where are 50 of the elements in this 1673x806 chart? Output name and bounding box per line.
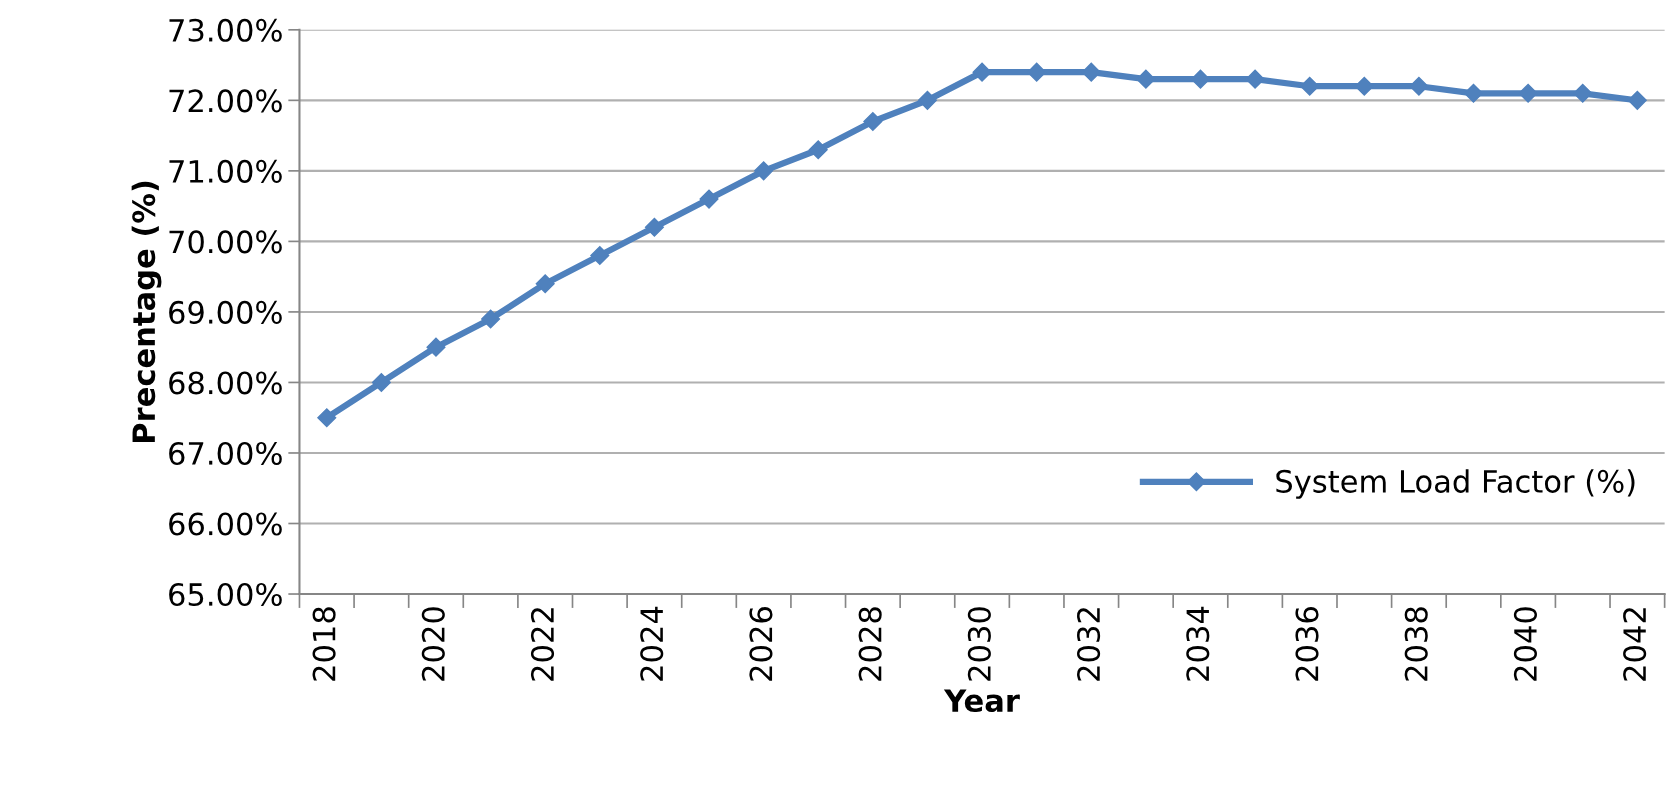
x-axis-title: Year [943, 689, 1020, 713]
x-tick-label: 2030 [967, 607, 991, 681]
x-tick-label: 2018 [312, 607, 336, 681]
point [699, 189, 719, 209]
point [1354, 76, 1374, 96]
x-tick-label: 2034 [1186, 606, 1210, 681]
point [1136, 69, 1156, 89]
point [644, 217, 664, 237]
x-tick-label: 2028 [858, 607, 882, 681]
x-tick-label: 2040 [1513, 607, 1537, 681]
point [1409, 76, 1429, 96]
y-tick-label: 70.00% [169, 230, 282, 254]
point [1627, 90, 1647, 110]
point [1518, 83, 1538, 103]
x-tick-label: 2022 [530, 608, 555, 681]
x-tick-label: 2032 [1077, 608, 1101, 681]
point [1190, 69, 1211, 89]
point [1300, 76, 1320, 96]
point [535, 274, 555, 294]
y-axis-title: Precentage (%) [131, 181, 162, 443]
point [808, 140, 828, 160]
point [1245, 69, 1265, 89]
point [863, 111, 883, 132]
legend-label: System Load Factor (%) [1276, 469, 1635, 499]
y-tick-label: 69.00% [169, 300, 282, 324]
y-tick-label: 73.00% [169, 18, 282, 42]
y-tick-label: 68.00% [169, 371, 282, 395]
y-tick-label: 71.00% [169, 159, 282, 183]
x-tick-label: 2042 [1623, 608, 1647, 681]
point [972, 62, 992, 82]
point [426, 337, 446, 357]
point [1573, 83, 1593, 103]
y-tick-label: 65.00% [169, 582, 282, 607]
point [1463, 83, 1484, 103]
x-tick-label: 2020 [421, 607, 445, 681]
point [481, 309, 501, 329]
point [371, 372, 391, 392]
point [1081, 62, 1101, 82]
x-tick-label: 2036 [1295, 607, 1319, 681]
point [317, 408, 337, 428]
y-tick-label: 66.00% [169, 512, 282, 536]
y-tick-label: 72.00% [169, 89, 282, 113]
x-tick-label: 2026 [749, 607, 773, 681]
point [754, 161, 774, 181]
x-tick-label: 2038 [1404, 607, 1428, 681]
x-tick-label: 2024 [640, 606, 664, 681]
point [590, 245, 610, 266]
point [917, 90, 937, 110]
point [1027, 62, 1047, 82]
y-tick-label: 67.00% [169, 441, 282, 466]
